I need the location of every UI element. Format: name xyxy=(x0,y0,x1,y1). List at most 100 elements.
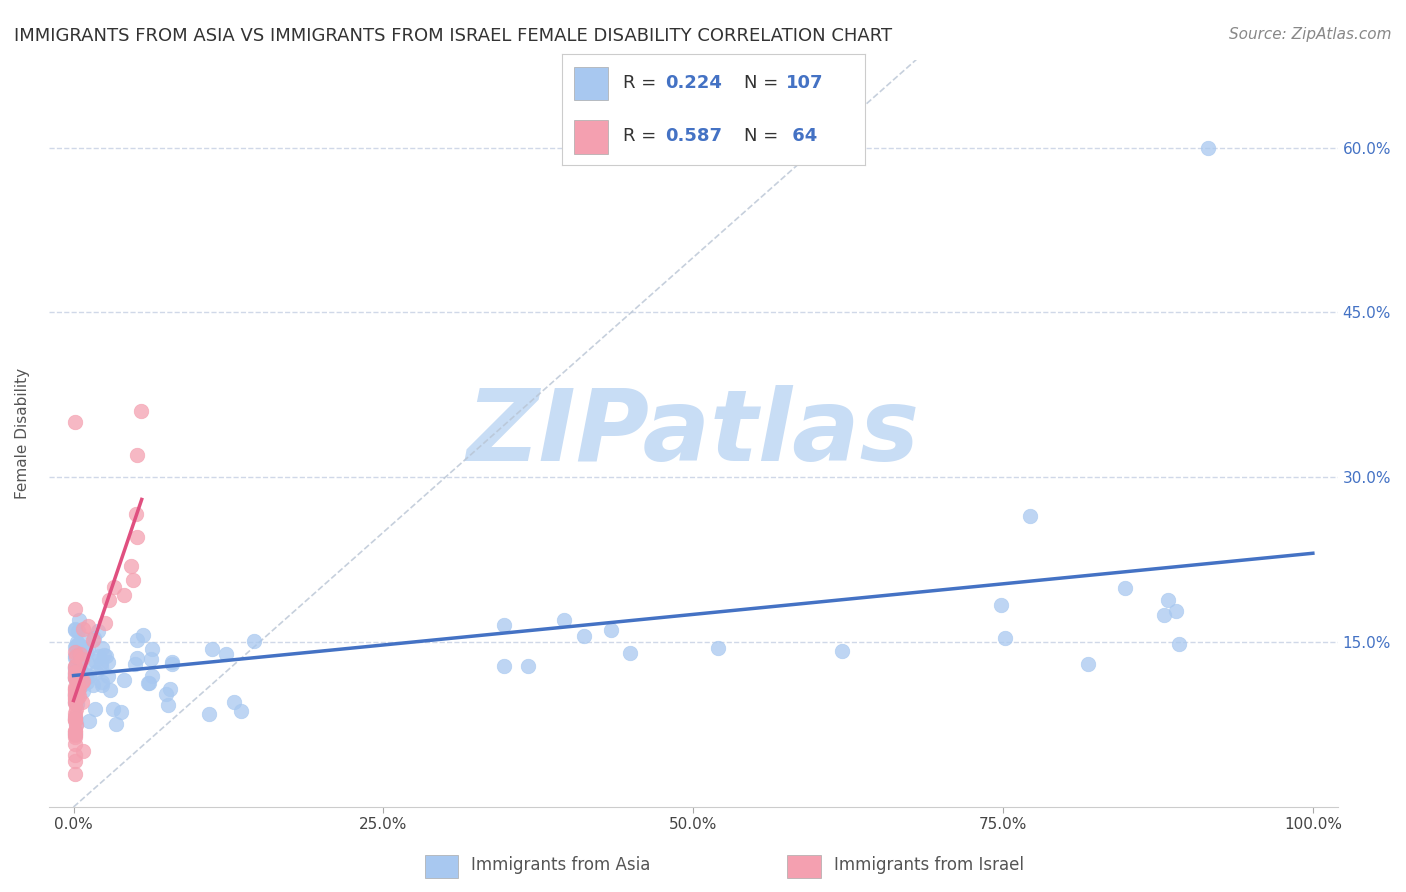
Point xyxy=(63,767,86,781)
Point xyxy=(63,670,86,684)
Point xyxy=(65,639,87,653)
Point xyxy=(67,681,90,695)
Point xyxy=(69,679,91,693)
Point xyxy=(1077,657,1099,671)
Point xyxy=(75,644,97,658)
Point xyxy=(91,675,114,690)
Text: N =: N = xyxy=(744,127,783,145)
Point xyxy=(198,707,221,722)
Point xyxy=(70,639,93,653)
Point xyxy=(75,668,97,682)
Point xyxy=(63,682,86,697)
Point xyxy=(65,684,87,698)
Text: IMMIGRANTS FROM ASIA VS IMMIGRANTS FROM ISRAEL FEMALE DISABILITY CORRELATION CHA: IMMIGRANTS FROM ASIA VS IMMIGRANTS FROM … xyxy=(14,27,893,45)
Text: R =: R = xyxy=(623,127,662,145)
Point xyxy=(112,673,135,687)
Point xyxy=(67,675,90,690)
Point xyxy=(1019,508,1042,523)
Point xyxy=(63,728,86,742)
Point xyxy=(86,624,108,639)
Point xyxy=(63,692,86,706)
Point xyxy=(600,624,623,638)
Point xyxy=(84,665,107,680)
Point xyxy=(70,675,93,690)
Point xyxy=(65,691,87,706)
Point xyxy=(63,622,86,636)
Point xyxy=(517,659,540,673)
Point xyxy=(97,669,120,683)
Point xyxy=(66,663,89,677)
Point xyxy=(63,671,86,685)
Point xyxy=(63,686,86,700)
Point xyxy=(141,641,163,656)
Point xyxy=(492,618,515,632)
Point xyxy=(63,666,86,681)
Point xyxy=(93,648,115,662)
Point xyxy=(63,680,86,694)
Point xyxy=(65,689,87,703)
Point xyxy=(66,685,89,699)
Point xyxy=(67,644,90,658)
Point xyxy=(65,711,87,725)
Point xyxy=(65,649,87,664)
Point xyxy=(1197,140,1219,154)
Point xyxy=(572,629,595,643)
Point xyxy=(73,632,96,646)
Point xyxy=(72,744,94,758)
Point xyxy=(65,702,87,716)
Point xyxy=(125,651,148,665)
Point xyxy=(200,642,222,657)
Point xyxy=(1114,582,1136,596)
Point xyxy=(63,724,86,739)
Point xyxy=(65,718,87,732)
Point xyxy=(72,684,94,698)
Point xyxy=(63,670,86,684)
Point xyxy=(76,674,98,689)
Point xyxy=(72,675,94,690)
Point xyxy=(69,671,91,685)
Point xyxy=(69,661,91,675)
Point xyxy=(1156,593,1178,607)
Point xyxy=(156,698,179,712)
Point xyxy=(63,747,86,762)
Point xyxy=(122,574,145,588)
Point xyxy=(83,631,105,645)
Point xyxy=(63,668,86,682)
Point xyxy=(66,675,89,690)
Point xyxy=(222,695,245,709)
Point xyxy=(160,655,183,669)
Point xyxy=(63,695,86,709)
Y-axis label: Female Disability: Female Disability xyxy=(15,368,30,499)
Point xyxy=(110,705,132,719)
Point xyxy=(141,669,163,683)
Point xyxy=(63,737,86,751)
Point xyxy=(120,559,142,574)
Point xyxy=(72,673,94,688)
Point xyxy=(72,695,94,709)
Point xyxy=(63,714,86,728)
Text: Immigrants from Israel: Immigrants from Israel xyxy=(834,856,1024,874)
Point xyxy=(72,622,94,636)
Point xyxy=(1168,637,1191,651)
Point xyxy=(155,687,177,701)
Point xyxy=(66,655,89,669)
Point xyxy=(103,581,125,595)
Point xyxy=(63,723,86,738)
Point xyxy=(63,726,86,740)
Point xyxy=(139,651,162,665)
Point xyxy=(63,727,86,741)
Point xyxy=(90,660,112,674)
Point xyxy=(159,681,181,696)
Point xyxy=(67,689,90,703)
Point xyxy=(63,660,86,674)
Point xyxy=(63,689,86,703)
Text: 107: 107 xyxy=(786,73,824,92)
Text: R =: R = xyxy=(623,73,662,92)
Text: 0.224: 0.224 xyxy=(665,73,723,92)
Point xyxy=(101,701,124,715)
Point xyxy=(70,666,93,681)
Point xyxy=(77,619,100,633)
Point xyxy=(90,641,112,656)
Point xyxy=(63,660,86,674)
FancyBboxPatch shape xyxy=(575,67,607,101)
